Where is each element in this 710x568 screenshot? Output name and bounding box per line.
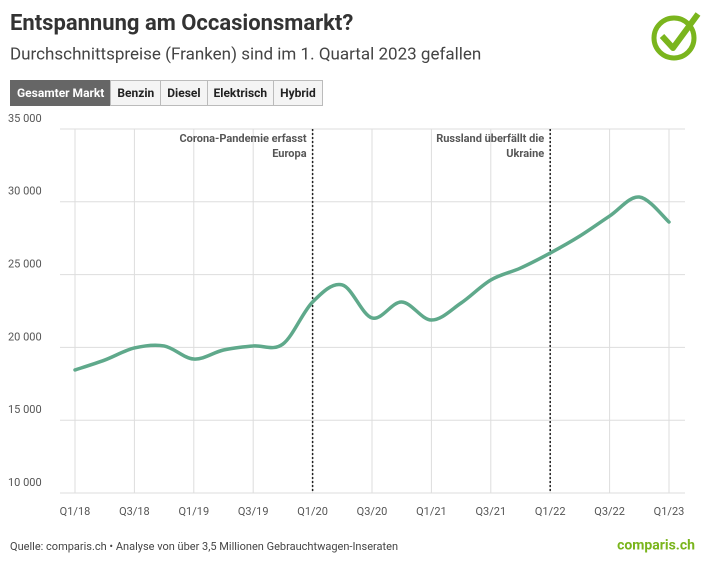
source: Quelle: comparis.ch • Analyse von über 3… [10, 540, 398, 553]
x-tick-label: Q3/21 [475, 505, 506, 518]
x-tick-label: Q1/21 [416, 505, 447, 518]
chart-title: Entspannung am Occasionsmarkt? [10, 11, 353, 36]
y-tick-label: 10 000 [8, 476, 42, 489]
x-tick-label: Q3/20 [357, 505, 388, 518]
x-tick-label: Q1/19 [178, 505, 209, 518]
tab[interactable]: Gesamter Markt [10, 80, 112, 106]
y-tick-label: 30 000 [8, 185, 42, 198]
y-tick-label: 25 000 [8, 258, 42, 271]
y-tick-label: 15 000 [8, 403, 42, 416]
x-tick-label: Q1/18 [60, 505, 91, 518]
line [73, 195, 671, 372]
chart-subtitle: Durchschnittspreise (Franken) sind im 1.… [10, 44, 481, 64]
check-icon [651, 12, 701, 61]
y-tick-label: 35 000 [8, 112, 42, 125]
y-tick-label: 20 000 [8, 330, 42, 343]
tab[interactable]: Hybrid [273, 80, 323, 106]
x-tick-label: Q1/20 [297, 505, 328, 518]
annotation-line-text: Europa [272, 147, 307, 160]
logo: comparis.ch [617, 538, 695, 554]
tab[interactable]: Diesel [160, 80, 208, 106]
x-tick-label: Q1/22 [535, 505, 566, 518]
x-tick-label: Q1/23 [654, 505, 685, 518]
tab[interactable]: Benzin [110, 80, 162, 106]
annotation-line-text: Russland überfällt die [436, 132, 544, 145]
x-tick-label: Q3/19 [238, 505, 269, 518]
annotation: Corona-Pandemie erfasst Europa [179, 132, 306, 160]
tab-bar: Gesamter Markt Benzin Diesel Elektrisch Hybr… [10, 80, 323, 106]
x-tick-label: Q3/22 [594, 505, 625, 518]
tab[interactable]: Elektrisch [206, 80, 275, 106]
annotation-line-text: Ukraine [506, 147, 544, 160]
annotation: Russland überfällt die Ukraine [436, 132, 544, 160]
x-tick-label: Q3/18 [119, 505, 150, 518]
annotation-line-text: Corona-Pandemie erfasst [179, 132, 306, 145]
